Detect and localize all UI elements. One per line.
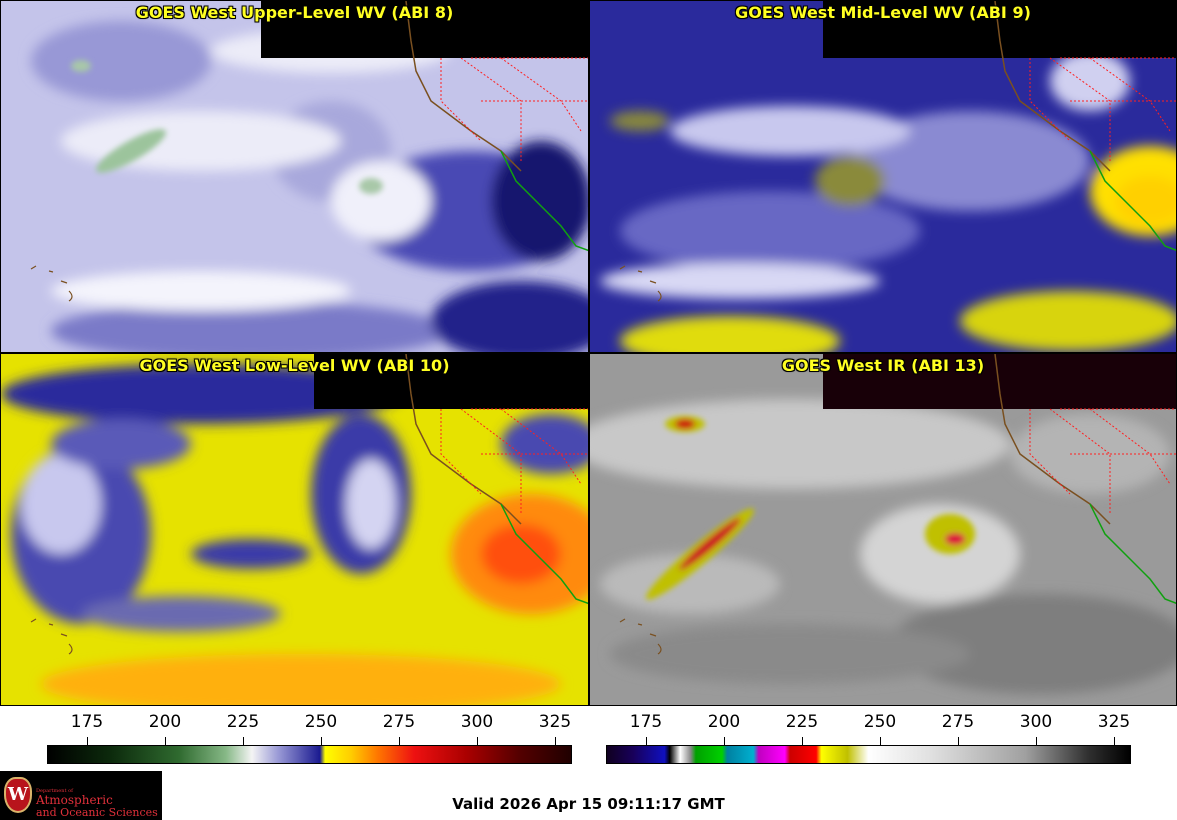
wv-tick-label: 325: [538, 712, 572, 732]
upper-level-wv-image: [1, 1, 588, 352]
wv-colorbar-tick-labels: 175 200 225 250 275 300 325: [47, 712, 572, 736]
ir-colorbar-tick-marks: [606, 737, 1131, 745]
panel-title-low: GOES West Low-Level WV (ABI 10): [139, 356, 450, 375]
logo-line-1: Atmospheric: [36, 793, 113, 807]
mid-level-wv-image: [590, 1, 1176, 352]
panel-low-level-wv: GOES West Low-Level WV (ABI 10): [0, 353, 589, 706]
ir-tick-label: 175: [629, 712, 663, 732]
wv-tick-label: 225: [226, 712, 260, 732]
wv-tick-label: 175: [70, 712, 104, 732]
wv-tick-label: 250: [304, 712, 338, 732]
panel-title-upper: GOES West Upper-Level WV (ABI 8): [135, 3, 454, 22]
aos-logo: W Department of Atmospheric and Oceanic …: [0, 771, 162, 820]
ir-tick-label: 275: [941, 712, 975, 732]
wv-tick-label: 300: [460, 712, 494, 732]
panel-title-ir: GOES West IR (ABI 13): [781, 356, 985, 375]
uw-crest-icon: W: [4, 777, 32, 813]
ir-tick-label: 325: [1097, 712, 1131, 732]
wv-colorbar-tick-marks: [47, 737, 572, 745]
ir-tick-label: 300: [1019, 712, 1053, 732]
logo-department-text: Department of: [36, 788, 73, 794]
valid-time-label: Valid 2026 Apr 15 09:11:17 GMT: [452, 795, 725, 813]
wv-tick-label: 275: [382, 712, 416, 732]
ir-colorbar-tick-labels: 175 200 225 250 275 300 325: [606, 712, 1131, 736]
wv-tick-label: 200: [148, 712, 182, 732]
wv-colorbar: [47, 745, 572, 764]
ir-tick-label: 225: [785, 712, 819, 732]
low-level-wv-image: [1, 354, 588, 705]
panel-title-mid: GOES West Mid-Level WV (ABI 9): [735, 3, 1031, 22]
west-coast-line: [405, 1, 522, 172]
logo-line-2: and Oceanic Sciences: [36, 806, 158, 819]
ir-colorbar: [606, 745, 1131, 764]
ir-tick-label: 200: [707, 712, 741, 732]
ir-image: [590, 354, 1176, 705]
ir-tick-label: 250: [863, 712, 897, 732]
panel-mid-level-wv: GOES West Mid-Level WV (ABI 9): [589, 0, 1177, 353]
panel-upper-level-wv: GOES West Upper-Level WV (ABI 8): [0, 0, 589, 353]
mexico-coastline: [500, 150, 588, 252]
panel-ir: GOES West IR (ABI 13): [589, 353, 1177, 706]
